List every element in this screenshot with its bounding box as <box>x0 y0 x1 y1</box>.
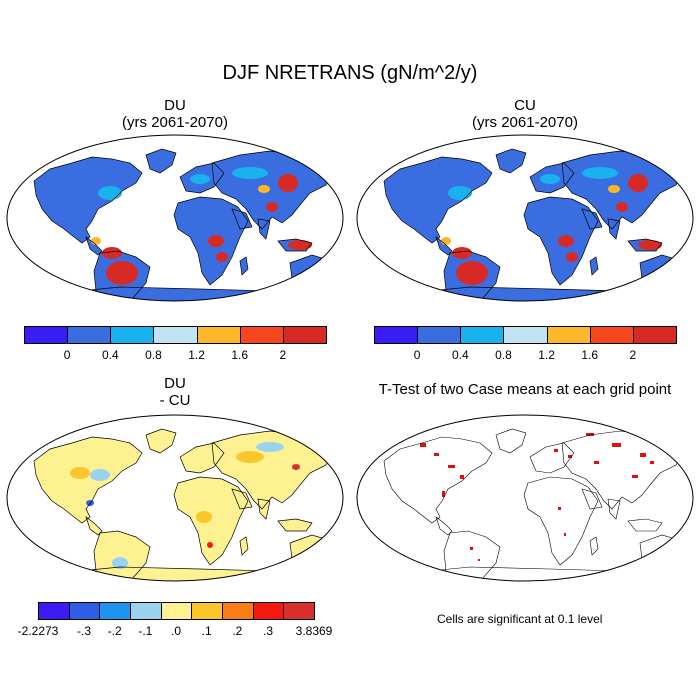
panel-title-du-line1: DU <box>164 97 186 114</box>
panel-title-cu-line1: CU <box>514 97 536 114</box>
panel-title-ttest: T-Test of two Case means at each grid po… <box>352 381 698 398</box>
colorbar-diff-swatch <box>191 602 223 620</box>
significance-note: Cells are significant at 0.1 level <box>437 612 603 626</box>
colorbar-diff-swatch <box>130 602 162 620</box>
hotspot-amazon <box>452 247 488 285</box>
panel-title-cu: CU (yrs 2061-2070) <box>450 97 600 131</box>
hotspot-amazon <box>102 247 138 285</box>
significant-cells <box>420 433 674 561</box>
colorbar-du-tick-label: 1.6 <box>231 348 249 362</box>
colorbar-cu-tick-label: 1.2 <box>538 348 555 362</box>
colorbar-du-swatch <box>110 326 155 344</box>
colorbar-cu-swatch <box>632 326 677 344</box>
colorbar-cu-swatch <box>460 326 505 344</box>
colorbar-cu-swatch <box>503 326 548 344</box>
colorbar-cu-tick-label: 2 <box>629 348 637 362</box>
panel-title-cu-line2: (yrs 2061-2070) <box>472 114 578 131</box>
colorbar-diff-tick-label: 3.8369 <box>295 624 333 638</box>
map-du <box>6 134 344 302</box>
colorbar-diff-swatch <box>252 602 285 620</box>
colorbar-diff-swatch <box>68 602 101 620</box>
panel-title-ttest-line1: T-Test of two Case means at each grid po… <box>378 381 672 398</box>
panel-title-diff-line2: - CU <box>159 392 191 409</box>
colorbar-diff-swatch <box>38 602 70 620</box>
colorbar-diff-tick-label: .3 <box>262 624 274 638</box>
colorbar-diff-tick-label: -.2 <box>107 624 122 638</box>
colorbar-diff-tick-label: -.1 <box>138 624 153 638</box>
colorbar-du-swatch <box>67 326 112 344</box>
colorbar-du-tick-label: 0.4 <box>101 348 119 362</box>
map-ttest <box>356 414 694 582</box>
colorbar-cu-swatch <box>589 326 634 344</box>
diff-negative <box>90 442 284 569</box>
colorbar-du-swatch <box>153 326 198 344</box>
colorbar-du-swatch <box>24 326 69 344</box>
colorbar-diff-tick-label: .2 <box>232 624 243 638</box>
colorbar-cu-tick-label: 1.6 <box>581 348 599 362</box>
colorbar-du-tick-label: 0 <box>63 348 71 362</box>
figure-title: DJF NRETRANS (gN/m^2/y) <box>222 62 478 84</box>
panel-title-du: DU (yrs 2061-2070) <box>100 97 250 131</box>
colorbar-cu-swatch <box>417 326 462 344</box>
colorbar-cu-tick-label: 0.4 <box>451 348 469 362</box>
colorbar-diff: -2.2273 -.3 -.2 -.1 .0 .1 .2 .3 3.8369 <box>18 602 332 642</box>
map-cu <box>356 134 694 302</box>
diff-positive <box>70 451 264 523</box>
colorbar-du: 0 0.4 0.8 1.2 1.6 2 <box>24 326 327 366</box>
colorbar-du-swatch <box>239 326 284 344</box>
colorbar-diff-tick-label: .0 <box>170 624 182 638</box>
colorbar-du-swatch <box>282 326 327 344</box>
map-diff <box>6 414 344 582</box>
panel-title-du-line2: (yrs 2061-2070) <box>122 114 228 131</box>
mid-values <box>448 167 618 200</box>
hotspot-africa <box>208 235 228 262</box>
panel-title-diff: DU - CU <box>100 375 250 409</box>
panel-title-diff-line1: DU <box>164 375 186 392</box>
colorbar-diff-tick-label: -.3 <box>76 624 92 638</box>
colorbar-du-swatch <box>196 326 241 344</box>
colorbar-diff-swatch <box>222 602 254 620</box>
colorbar-diff-tick-label: -2.2273 <box>17 624 59 638</box>
mid-values <box>98 167 268 200</box>
colorbar-cu-swatch <box>546 326 591 344</box>
colorbar-du-tick-label: 0.8 <box>145 348 162 362</box>
colorbar-cu-swatch <box>374 326 419 344</box>
colorbar-cu-tick-label: 0 <box>413 348 421 362</box>
colorbar-diff-tick-label: .1 <box>201 624 212 638</box>
hotspot-asia <box>616 174 662 250</box>
colorbar-cu-tick-label: 0.8 <box>495 348 512 362</box>
hotspot-africa <box>558 235 578 262</box>
colorbar-du-tick-label: 1.2 <box>188 348 205 362</box>
hotspot-asia <box>266 174 312 250</box>
colorbar-diff-swatch <box>99 602 131 620</box>
colorbar-diff-swatch <box>283 602 315 620</box>
colorbar-cu: 0 0.4 0.8 1.2 1.6 2 <box>374 326 677 366</box>
colorbar-du-tick-label: 2 <box>279 348 287 362</box>
colorbar-diff-swatch <box>160 602 193 620</box>
